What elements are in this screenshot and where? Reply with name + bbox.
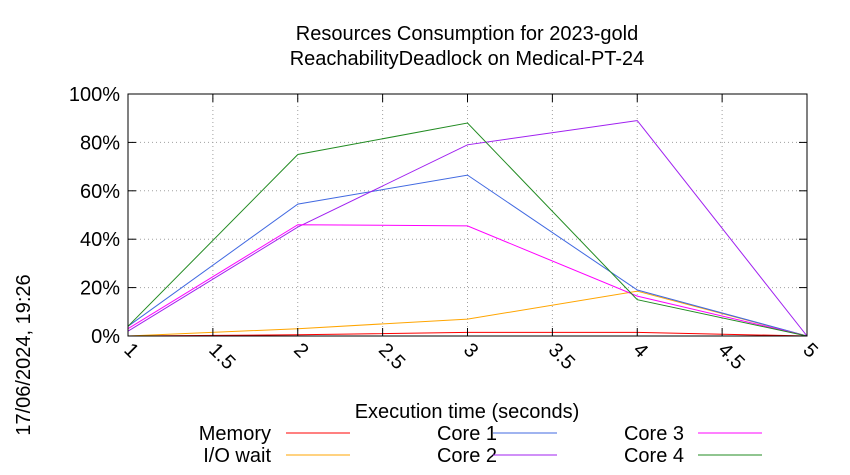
series-line-i-o-wait xyxy=(127,290,808,337)
series-lines xyxy=(127,120,808,337)
x-tick-label: 1 xyxy=(119,339,142,362)
chart-title: Resources Consumption for 2023-gold xyxy=(296,23,638,45)
y-tick-label: 0% xyxy=(91,326,120,348)
x-tick-label: 4.5 xyxy=(714,339,749,374)
y-tick-label: 100% xyxy=(69,84,120,106)
y-tick-label: 80% xyxy=(80,132,120,154)
timestamp-label: 17/06/2024, 19:26 xyxy=(13,274,35,435)
x-tick-label: 2 xyxy=(289,339,312,362)
series-line-core-4 xyxy=(127,122,808,337)
y-axis-ticks: 0% 20% 40% 60% 80% 100% xyxy=(69,84,807,348)
y-tick-label: 60% xyxy=(80,181,120,203)
chart-subtitle: ReachabilityDeadlock on Medical-PT-24 xyxy=(290,48,645,70)
legend-label: Core 3 xyxy=(624,423,684,445)
legend-label: Core 4 xyxy=(624,445,684,467)
y-tick-label: 40% xyxy=(80,229,120,251)
x-tick-label: 3 xyxy=(459,339,482,362)
x-tick-label: 5 xyxy=(798,339,821,362)
x-axis-label: Execution time (seconds) xyxy=(355,401,580,423)
legend-label: I/O wait xyxy=(203,445,271,467)
series-line-core-3 xyxy=(127,224,808,337)
series-line-core-1 xyxy=(127,174,808,337)
y-tick-label: 20% xyxy=(80,278,120,300)
legend-label: Core 1 xyxy=(437,423,497,445)
x-tick-label: 2.5 xyxy=(374,339,409,374)
x-tick-label: 4 xyxy=(629,339,652,362)
x-tick-label: 3.5 xyxy=(544,339,579,374)
legend-label: Core 2 xyxy=(437,445,497,467)
x-tick-label: 1.5 xyxy=(204,339,239,374)
grid xyxy=(128,94,807,336)
series-line-core-2 xyxy=(127,120,808,337)
legend-label: Memory xyxy=(199,423,271,445)
